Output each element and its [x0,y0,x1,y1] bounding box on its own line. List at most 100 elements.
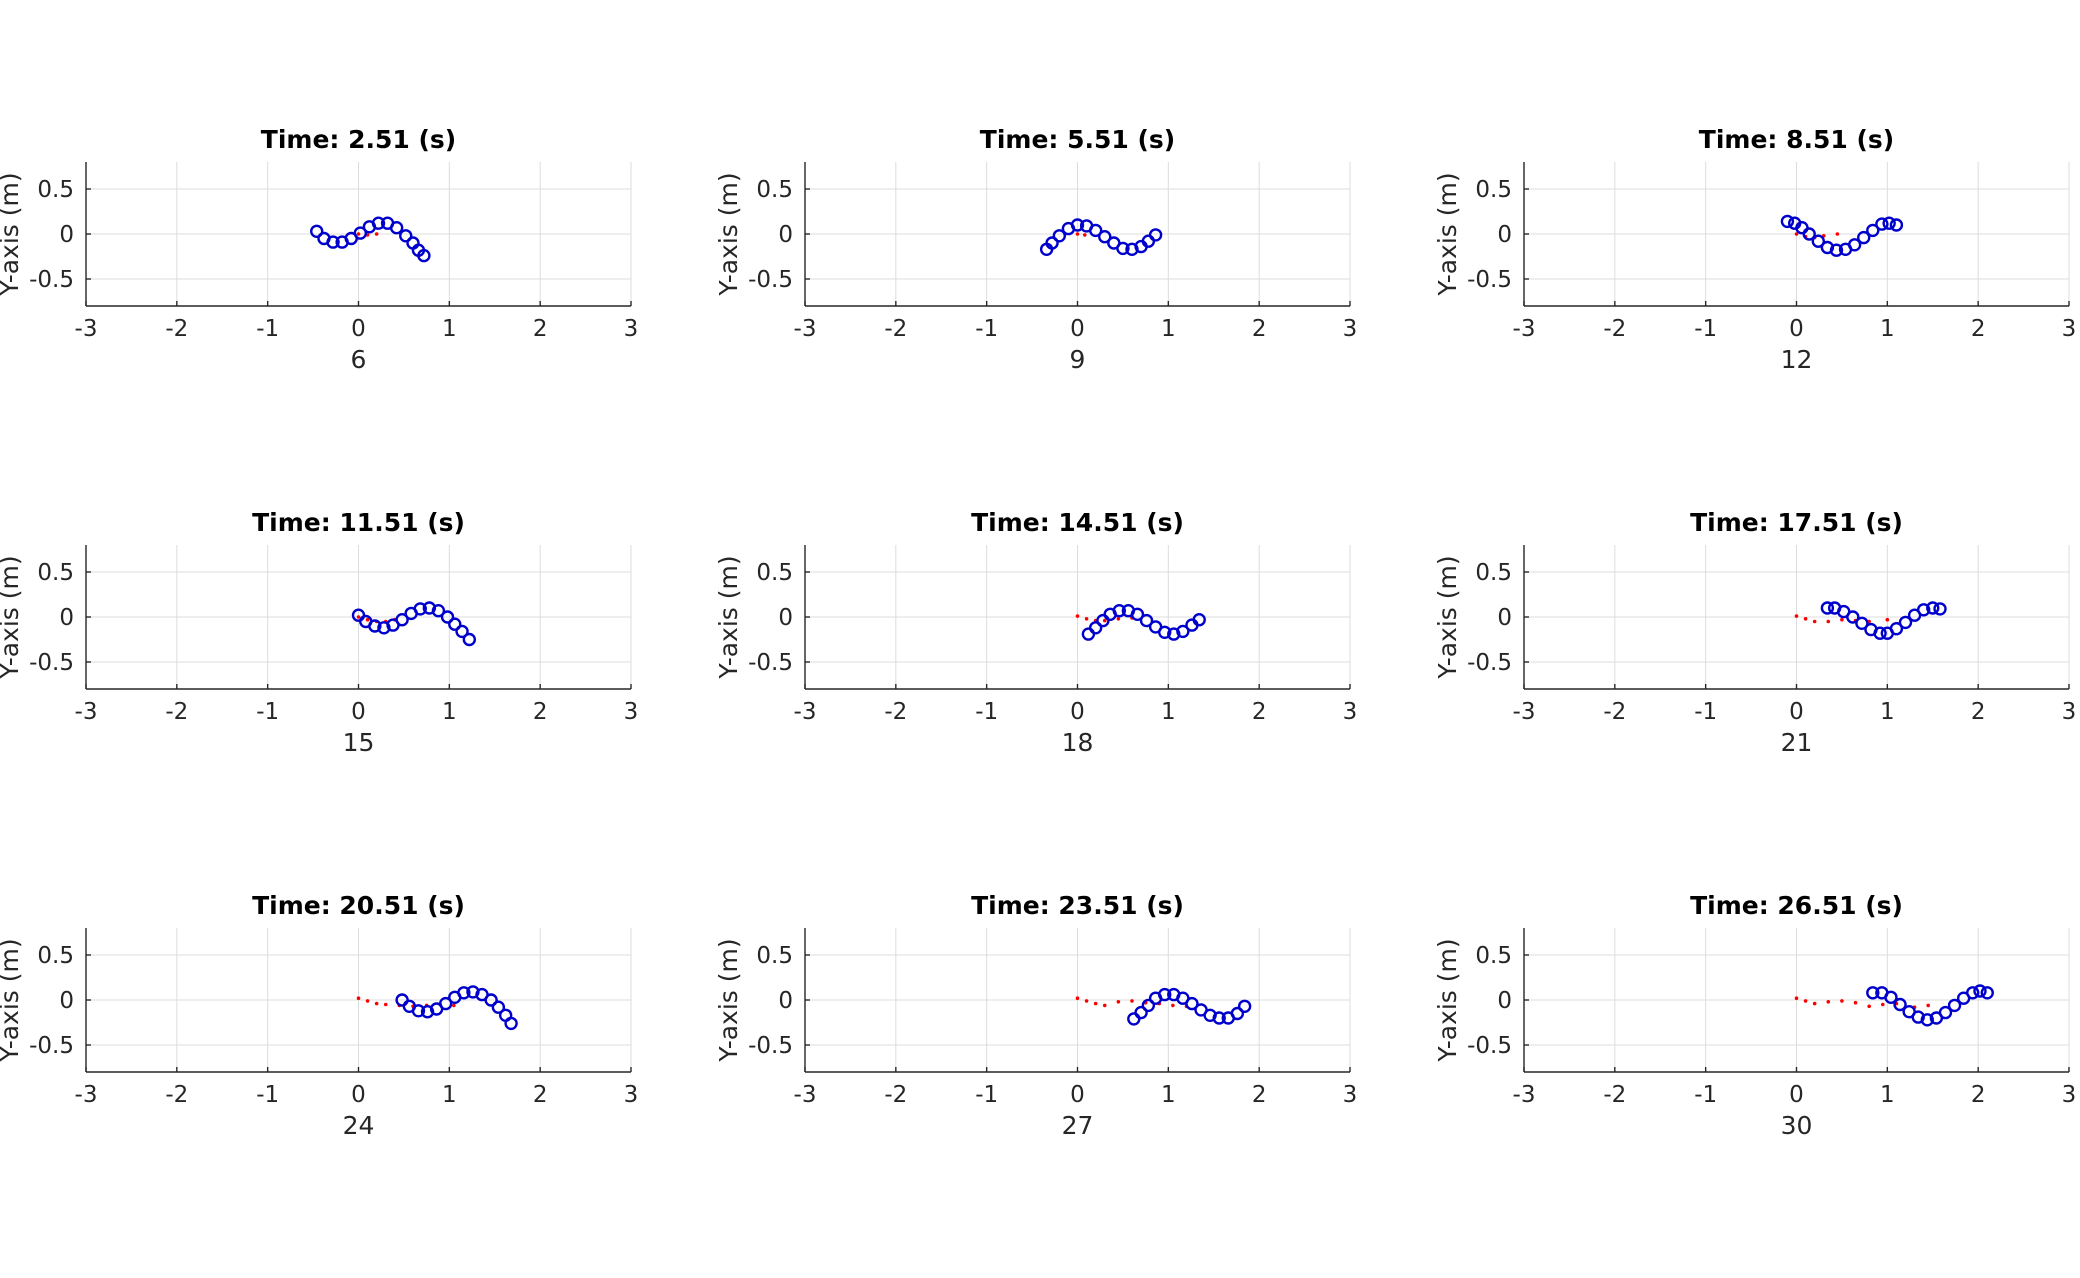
data-point [1966,986,1980,1000]
x-tick-label: 1 [442,316,457,342]
x-tick-label: 3 [624,1082,639,1108]
data-point [1882,216,1896,230]
subplot-title: Time: 5.51 (s) [980,125,1175,154]
data-point [1212,1011,1226,1025]
x-tick-label: 3 [1343,316,1358,342]
data-point [1176,624,1190,639]
x-tick-label: -2 [165,316,188,342]
y-tick-label: -0.5 [1467,650,1512,676]
data-point [353,226,368,240]
x-tick-label: -3 [794,316,817,342]
x-tick-label: -3 [75,699,98,725]
subplot-4: -3 -2 -1 0 1 2 3 0.5 0 -0.5 Time: 11.51 (s) 15 Y-axi… [0,508,638,757]
x-tick-label: -1 [975,699,998,725]
x-tick-label: -1 [975,1082,998,1108]
data-point [431,604,446,618]
x-tick-label: -2 [884,1082,907,1108]
data-point [1075,614,1080,618]
x-axis-label: 27 [1062,1111,1094,1140]
y-tick-label: -0.5 [1467,1033,1512,1059]
data-point [1857,230,1871,245]
x-axis-label: 21 [1781,728,1813,757]
data-point [411,1004,426,1018]
data-point [1933,602,1947,616]
data-point [1846,610,1860,624]
subplot-1: -3 -2 -1 0 1 2 3 0.5 0 -0.5 Time: 2.51 (s) 6 Y-axis … [0,125,638,374]
data-point [1116,241,1130,256]
y-tick-label: 0.5 [756,943,793,969]
x-tick-label: -2 [165,1082,188,1108]
y-axis-label: Y-axis (m) [714,938,743,1062]
data-point [1811,234,1826,248]
subplot-5: -3 -2 -1 0 1 2 3 0.5 0 -0.5 Time: 14.51 (s) 18 Y-axi… [714,508,1357,757]
x-tick-label: 0 [1789,699,1804,725]
subplot-title: Time: 20.51 (s) [252,891,465,920]
data-point [1880,1002,1885,1007]
data-point [1920,1013,1935,1027]
y-axis-label: Y-axis (m) [0,555,24,679]
data-point [1947,998,1962,1013]
x-tick-label: -1 [256,1082,279,1108]
data-point [1898,615,1913,630]
x-tick-label: 1 [1161,1082,1176,1108]
data-point [1847,238,1862,252]
x-axis-label: 18 [1062,728,1094,757]
x-tick-label: -1 [1694,316,1717,342]
data-point [1938,1005,1953,1020]
subplot-title: Time: 2.51 (s) [261,125,456,154]
data-point [1075,996,1080,1000]
data-point [356,996,361,1000]
data-point [365,617,370,622]
x-tick-label: 2 [533,699,548,725]
x-tick-label: 0 [351,699,366,725]
x-tick-label: -3 [1513,1082,1536,1108]
x-tick-label: -3 [75,316,98,342]
data-point [368,619,382,633]
x-tick-label: 3 [624,316,639,342]
x-tick-label: 2 [533,1082,548,1108]
x-tick-label: 0 [1789,316,1804,342]
x-tick-label: -3 [794,699,817,725]
y-tick-label: -0.5 [748,267,793,293]
subplot-title: Time: 14.51 (s) [971,508,1184,537]
data-point [1134,1005,1148,1020]
y-tick-label: -0.5 [748,650,793,676]
y-tick-label: 0 [778,605,793,631]
data-point [1084,617,1089,621]
y-tick-label: -0.5 [29,267,74,293]
data-point [1052,229,1067,243]
x-tick-label: 2 [533,316,548,342]
data-point [1875,217,1889,231]
x-tick-label: 0 [1789,1082,1804,1108]
data-point [326,235,340,249]
x-tick-label: 2 [1252,316,1267,342]
data-point [1926,1003,1931,1008]
data-point [1070,218,1085,232]
x-tick-label: -2 [165,699,188,725]
data-point [1840,999,1844,1003]
subplot-title: Time: 8.51 (s) [1699,125,1894,154]
y-tick-label: 0.5 [37,560,74,586]
data-point [1045,236,1059,250]
y-tick-label: 0.5 [1475,177,1512,203]
data-point [1141,998,1156,1013]
data-point [1889,622,1904,636]
y-tick-label: 0 [59,222,74,248]
y-tick-label: 0 [1497,222,1512,248]
x-tick-label: 1 [1880,699,1895,725]
x-tick-label: 0 [1070,699,1085,725]
data-point [1075,232,1080,236]
data-point [1157,625,1172,639]
data-point [439,996,453,1011]
x-tick-label: 1 [442,1082,457,1108]
data-point [1230,1006,1245,1021]
data-point [417,248,431,263]
data-point [310,224,324,239]
y-tick-label: -0.5 [29,1033,74,1059]
data-point [1794,614,1799,618]
y-tick-label: 0 [778,222,793,248]
x-tick-label: 2 [1971,699,1986,725]
x-tick-label: -3 [75,1082,98,1108]
data-point [356,232,361,236]
data-point [1973,984,1987,998]
